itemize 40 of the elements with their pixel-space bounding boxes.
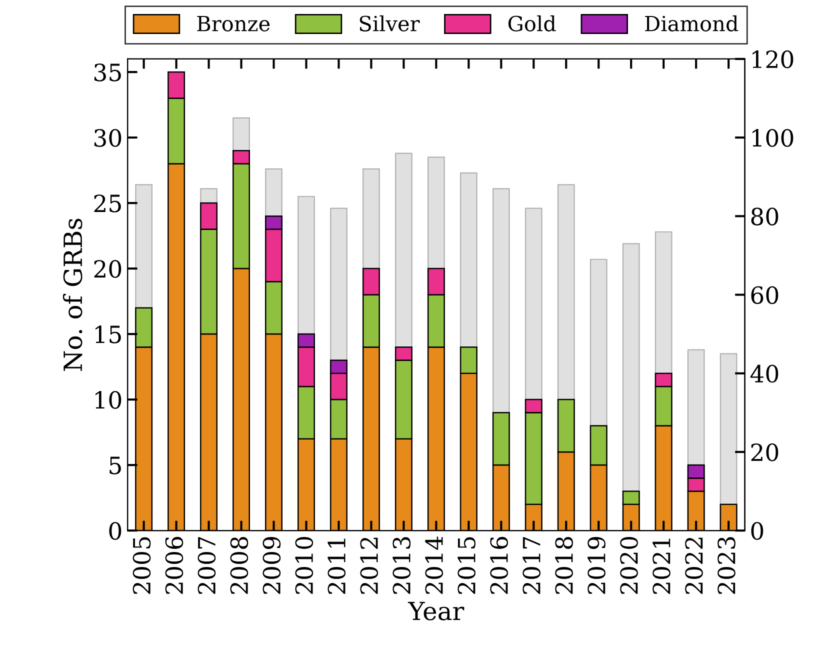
- x-tick-label: 2006: [165, 536, 184, 594]
- x-tick-label: 2005: [132, 537, 151, 594]
- y-tick-label: 30: [94, 128, 122, 147]
- x-tick-label: 2010: [295, 536, 314, 594]
- x-axis-title: Year: [408, 602, 464, 620]
- legend-label: Diamond: [645, 15, 738, 32]
- x-tick-label: 2009: [262, 537, 281, 594]
- y-tick-label: 5: [110, 456, 121, 474]
- x-tick-label: 2023: [718, 537, 736, 594]
- x-tick-label: 2011: [328, 538, 346, 594]
- x-tick-label: 2008: [230, 537, 248, 594]
- y2-tick-label: 60: [751, 286, 778, 304]
- x-tick-label: 2007: [198, 537, 216, 594]
- y2-tick-label: 40: [750, 364, 778, 383]
- legend-label: Silver: [360, 15, 420, 32]
- y-tick-label: 15: [96, 325, 121, 344]
- legend-label: Gold: [508, 15, 556, 32]
- x-tick-label: 2019: [588, 537, 606, 594]
- y2-tick-label: 80: [751, 208, 778, 226]
- y-tick-label: 25: [94, 194, 121, 212]
- y-tick-label: 35: [94, 63, 121, 82]
- y-axis-title: No. of GRBs: [62, 218, 82, 371]
- y2-tick-label: 0: [751, 522, 764, 540]
- y-tick-label: 0: [109, 522, 122, 540]
- y2-tick-label: 20: [751, 443, 778, 462]
- x-tick-label: 2018: [555, 537, 573, 594]
- x-tick-label: 2012: [360, 538, 378, 594]
- y2-tick-label: 120: [752, 50, 794, 68]
- x-tick-label: 2015: [458, 537, 476, 594]
- x-tick-label: 2014: [425, 536, 444, 594]
- x-tick-label: 2022: [685, 538, 703, 594]
- x-tick-label: 2017: [522, 537, 540, 594]
- y-tick-label: 10: [96, 390, 122, 409]
- x-tick-label: 2021: [652, 538, 670, 594]
- legend-label: Bronze: [197, 16, 270, 32]
- y2-tick-label: 100: [752, 128, 794, 147]
- x-tick-label: 2016: [490, 536, 508, 594]
- x-tick-label: 2013: [392, 537, 411, 594]
- x-tick-label: 2020: [620, 536, 638, 594]
- y-tick-label: 20: [94, 260, 122, 278]
